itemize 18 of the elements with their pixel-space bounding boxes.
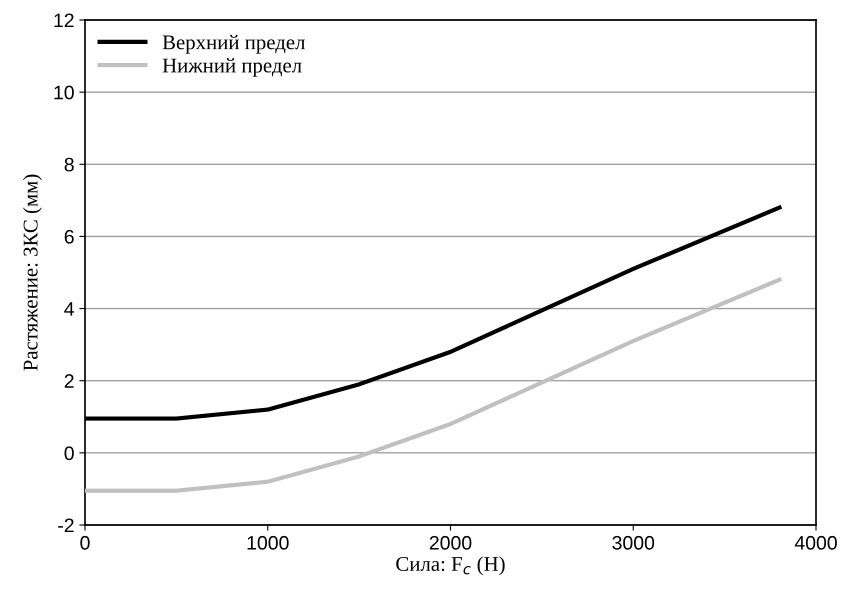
x-tick-label: 0 bbox=[80, 536, 90, 550]
y-tick-label: 8 bbox=[64, 158, 74, 172]
x-tick-label: 2000 bbox=[430, 536, 472, 550]
y-tick-label: 6 bbox=[64, 230, 74, 244]
y-tick-label: 2 bbox=[64, 374, 74, 388]
y-tick-label: 0 bbox=[64, 446, 74, 460]
y-axis-title: Растяжение: ЗКС (мм) bbox=[22, 174, 42, 371]
x-tick-label: 4000 bbox=[794, 536, 837, 550]
legend-label: Нижний предел bbox=[162, 58, 302, 77]
y-tick-label: 10 bbox=[54, 86, 74, 100]
x-axis-title: Сила: F$_{c}$ (Н) bbox=[396, 556, 505, 576]
x-tick-label: 3000 bbox=[612, 536, 654, 550]
y-tick-label: -2 bbox=[58, 518, 74, 532]
x-tick-label: 1000 bbox=[248, 536, 289, 550]
legend-label: Верхний предел bbox=[162, 34, 305, 54]
line-series bbox=[85, 278, 782, 493]
y-tick-label: 4 bbox=[64, 302, 74, 316]
y-tick-label: 12 bbox=[54, 13, 74, 28]
